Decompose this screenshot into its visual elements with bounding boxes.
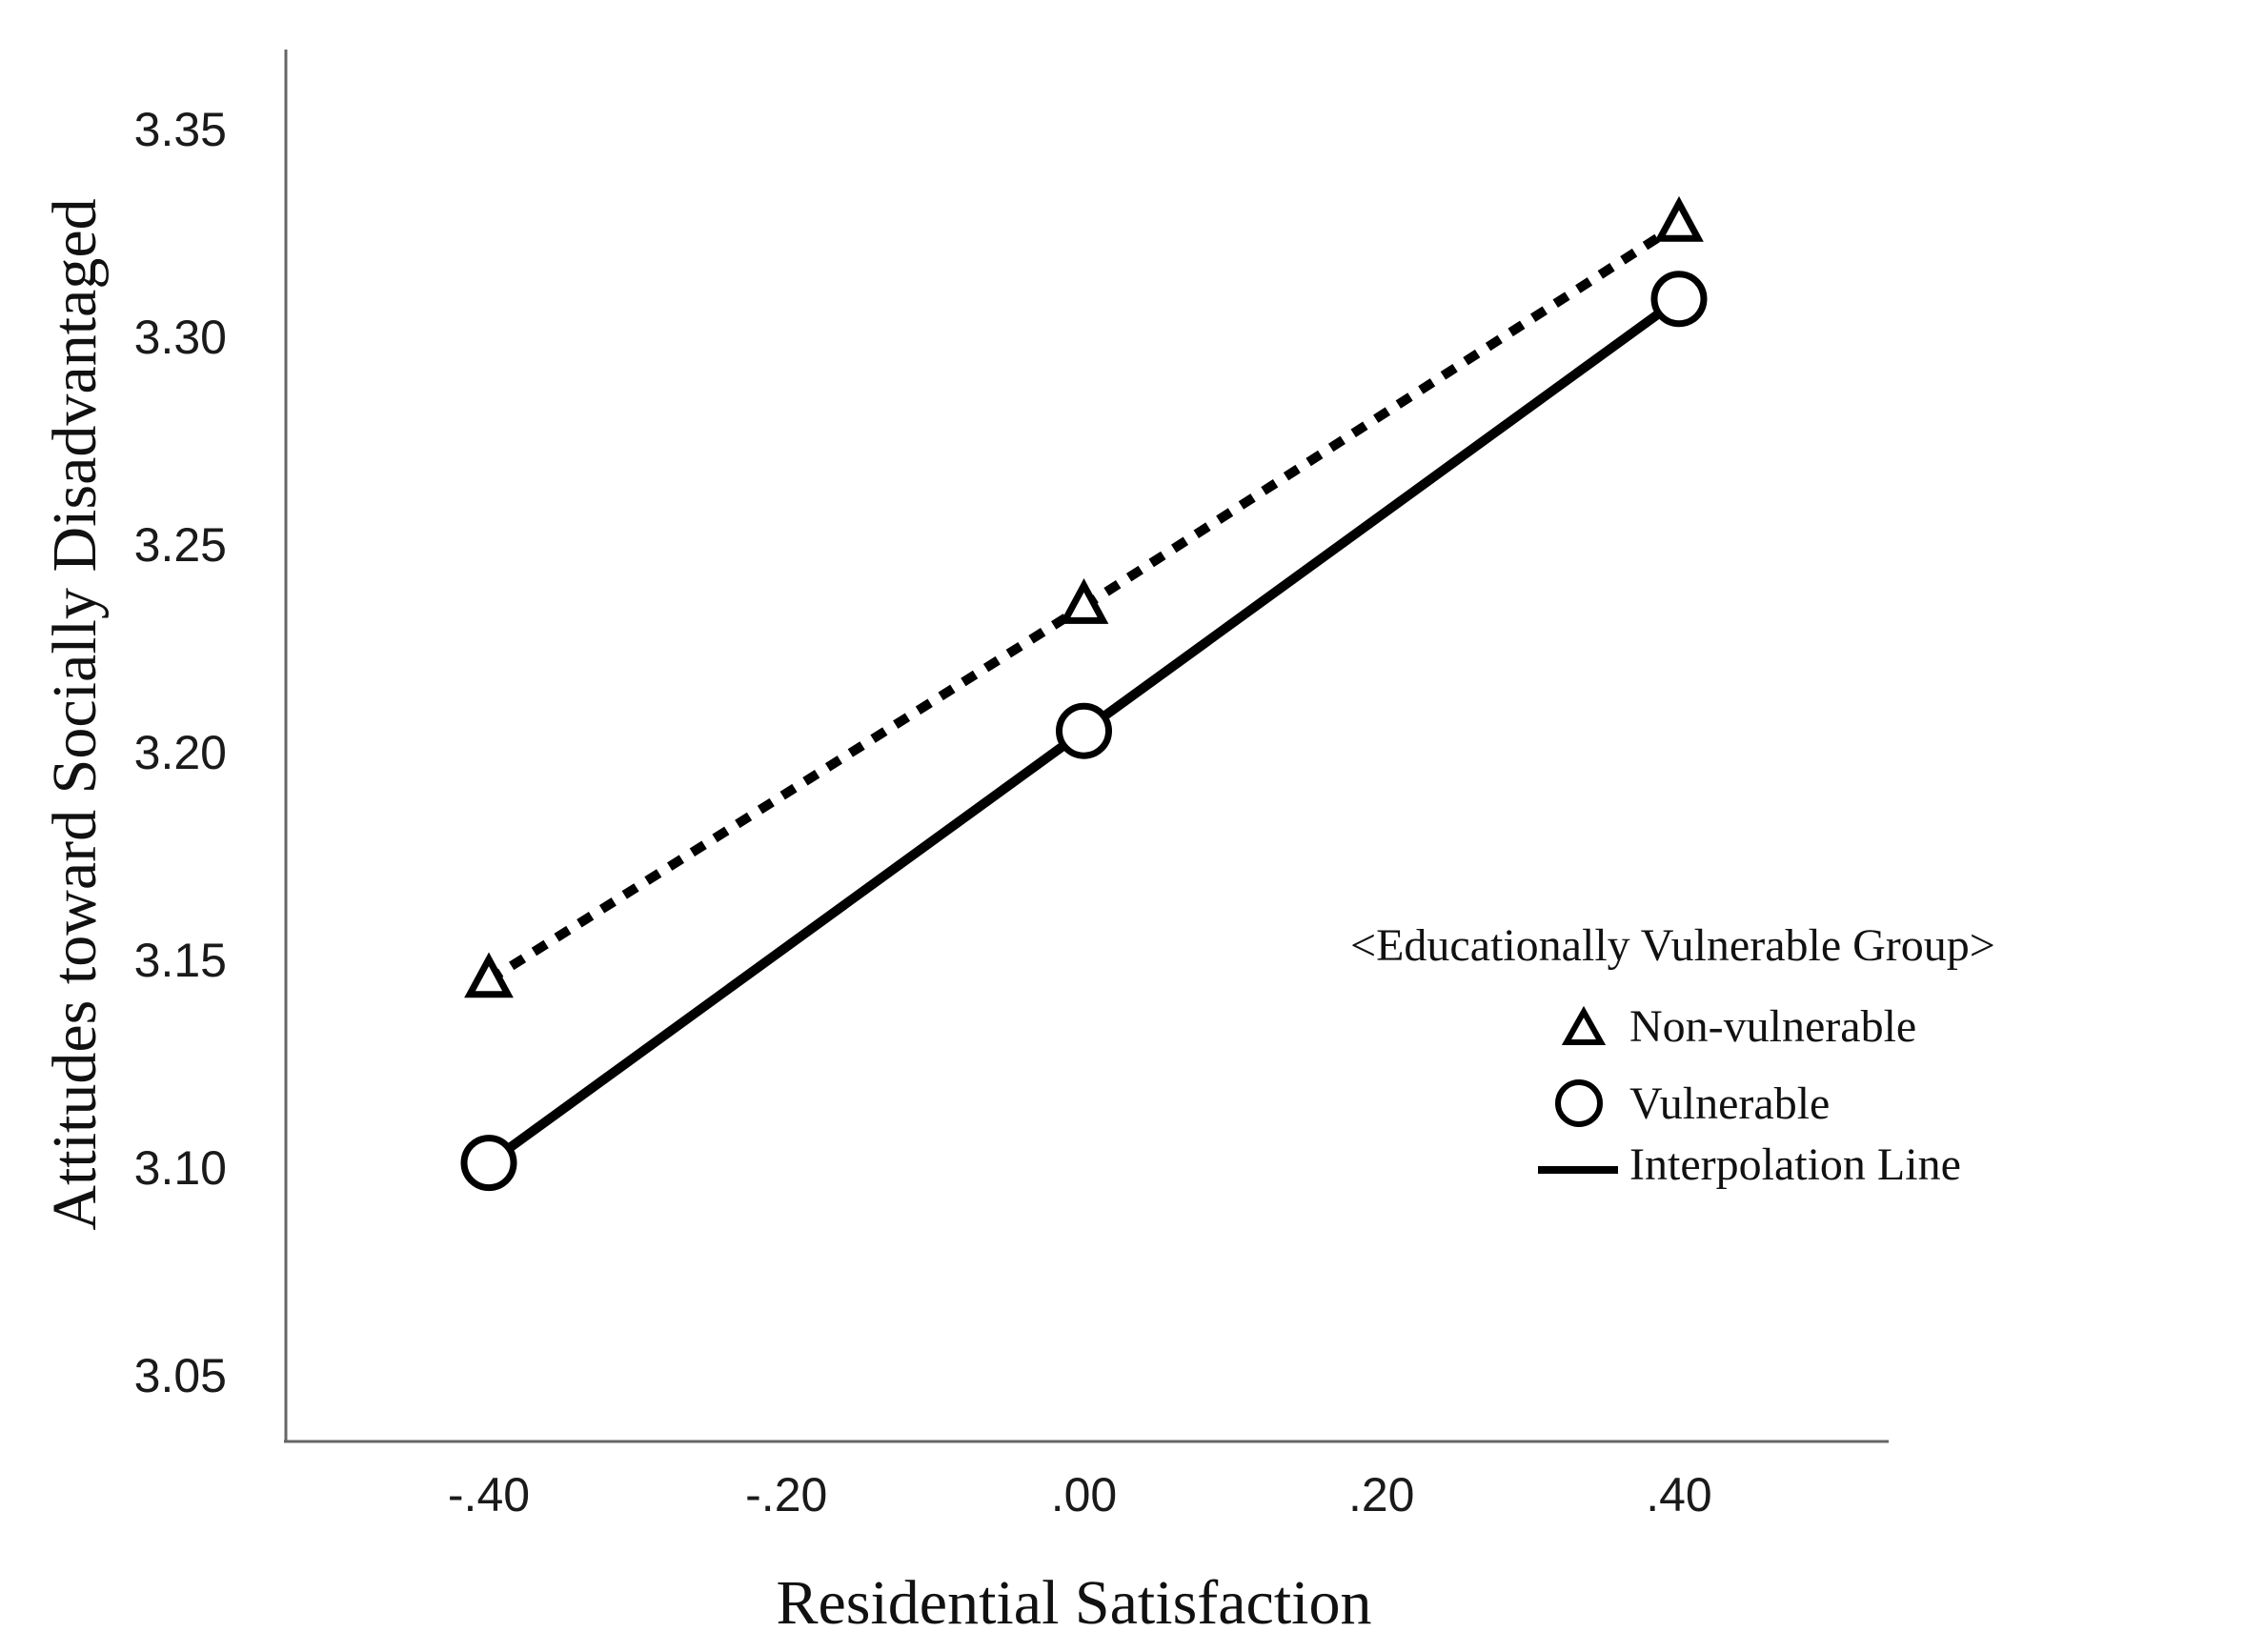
data-point-non-vulnerable [464, 952, 514, 998]
data-point-vulnerable [1056, 702, 1112, 759]
x-tick-label: -.40 [448, 1468, 530, 1521]
legend-circle-icon [1555, 1079, 1603, 1127]
y-tick-label: 3.10 [134, 1141, 227, 1195]
series-line-vulnerable [486, 727, 1087, 1167]
data-point-non-vulnerable [1059, 578, 1109, 624]
y-tick-label: 3.30 [134, 311, 227, 364]
series-line-vulnerable [1081, 294, 1682, 735]
legend-label-interpolation-line: Interpolation Line [1629, 1139, 1961, 1190]
x-tick-label: .40 [1646, 1468, 1712, 1521]
legend: <Educationally Vulnerable Group> Non-vul… [1350, 920, 1995, 1190]
legend-label-vulnerable: Vulnerable [1629, 1078, 1830, 1129]
x-tick-label: -.20 [745, 1468, 827, 1521]
x-tick-label: .00 [1051, 1468, 1118, 1521]
x-tick-label: .20 [1348, 1468, 1415, 1521]
series-line-non-vulnerable [486, 602, 1087, 985]
series-markers [460, 195, 1708, 1192]
series-line-non-vulnerable [1081, 220, 1682, 611]
data-point-vulnerable [460, 1135, 517, 1192]
x-axis-title: Residential Satisfaction [776, 1568, 1371, 1638]
y-tick-label: 3.05 [134, 1349, 227, 1402]
y-tick-label: 3.15 [134, 934, 227, 987]
x-tick-labels: -.40 -.20 .00 .20 .40 [448, 1468, 1712, 1521]
y-tick-labels: 3.05 3.10 3.15 3.20 3.25 3.30 3.35 [134, 103, 227, 1402]
y-axis-title: Attitudes toward Socially Disadvantaged [40, 198, 110, 1230]
series-lines [486, 220, 1682, 1167]
legend-triangle-icon [1561, 1005, 1607, 1045]
y-tick-label: 3.25 [134, 518, 227, 572]
y-tick-label: 3.20 [134, 726, 227, 779]
data-point-vulnerable [1650, 271, 1708, 328]
legend-label-non-vulnerable: Non-vulnerable [1629, 1001, 1916, 1052]
legend-title: <Educationally Vulnerable Group> [1350, 920, 1995, 971]
data-point-non-vulnerable [1654, 195, 1704, 242]
y-tick-label: 3.35 [134, 103, 227, 156]
